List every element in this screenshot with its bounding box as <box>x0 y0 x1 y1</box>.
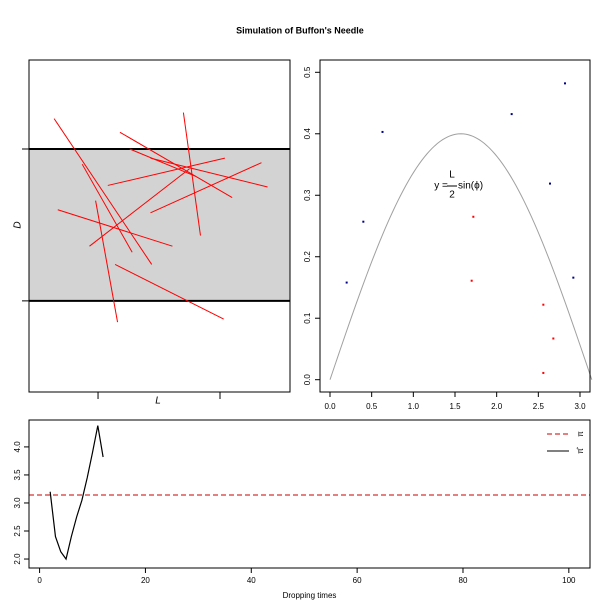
point <box>472 215 475 218</box>
x-tick-label: 3.0 <box>574 402 586 411</box>
x-tick-label: 60 <box>353 576 362 585</box>
plot-frame <box>28 59 291 393</box>
x-tick-label: 40 <box>247 576 256 585</box>
needle <box>53 118 153 265</box>
annotation: y = <box>434 181 448 192</box>
point <box>542 371 545 374</box>
point <box>542 303 545 306</box>
y-tick-label: 0.4 <box>303 128 312 140</box>
x-tick-label: 20 <box>141 576 150 585</box>
plot-frame <box>28 419 591 569</box>
x-tick-label: 100 <box>562 576 576 585</box>
annotation: sin(ϕ) <box>458 181 483 192</box>
point <box>470 279 473 282</box>
needle <box>107 157 225 186</box>
point <box>552 337 555 340</box>
point <box>345 281 348 284</box>
x-axis-label: Dropping times <box>283 591 337 600</box>
figure-title: Simulation of Buffon's Needle <box>236 25 364 35</box>
point <box>564 82 566 85</box>
band <box>29 148 290 301</box>
point <box>549 182 551 185</box>
curve <box>329 133 593 380</box>
y-tick-label: 4.0 <box>13 441 22 453</box>
point <box>381 130 384 133</box>
needle <box>119 131 233 199</box>
needle <box>150 162 262 214</box>
needle <box>95 200 119 323</box>
y-tick-label: 2.0 <box>13 553 22 565</box>
x-tick-label: 2.5 <box>533 402 545 411</box>
needle <box>81 163 133 253</box>
point <box>572 276 575 279</box>
series-line <box>49 425 104 561</box>
needle <box>150 157 268 188</box>
x-tick-label: 2.0 <box>491 402 503 411</box>
x-tick-label: 0.0 <box>324 402 336 411</box>
needle <box>182 112 201 236</box>
legend-label: π̂ <box>576 446 585 454</box>
y-tick-label: 0.2 <box>303 251 312 263</box>
point <box>362 220 365 223</box>
needle <box>114 263 224 320</box>
point <box>510 113 513 116</box>
legend-label: π <box>576 431 585 437</box>
y-tick-label: 3.5 <box>13 469 22 481</box>
y-tick-label: 0.0 <box>303 374 312 386</box>
y-tick-label: 0.3 <box>303 189 312 201</box>
annotation: L <box>449 170 455 181</box>
x-tick-label: 0.5 <box>366 402 378 411</box>
x-tick-label: 1.0 <box>408 402 420 411</box>
y-tick-label: 0.5 <box>303 66 312 78</box>
x-tick-label: 80 <box>459 576 468 585</box>
annotation: 2 <box>449 190 455 201</box>
x-tick-label: 0 <box>37 576 42 585</box>
y-axis-label: D <box>13 221 24 228</box>
x-tick-label: 1.5 <box>449 402 461 411</box>
plot-frame <box>319 59 591 393</box>
y-tick-label: 3.0 <box>13 497 22 509</box>
x-axis-label: L <box>155 396 161 407</box>
y-tick-label: 0.1 <box>303 312 312 324</box>
needle <box>89 168 190 247</box>
needle <box>129 148 196 177</box>
needle <box>57 209 173 247</box>
y-tick-label: 2.5 <box>13 525 22 537</box>
